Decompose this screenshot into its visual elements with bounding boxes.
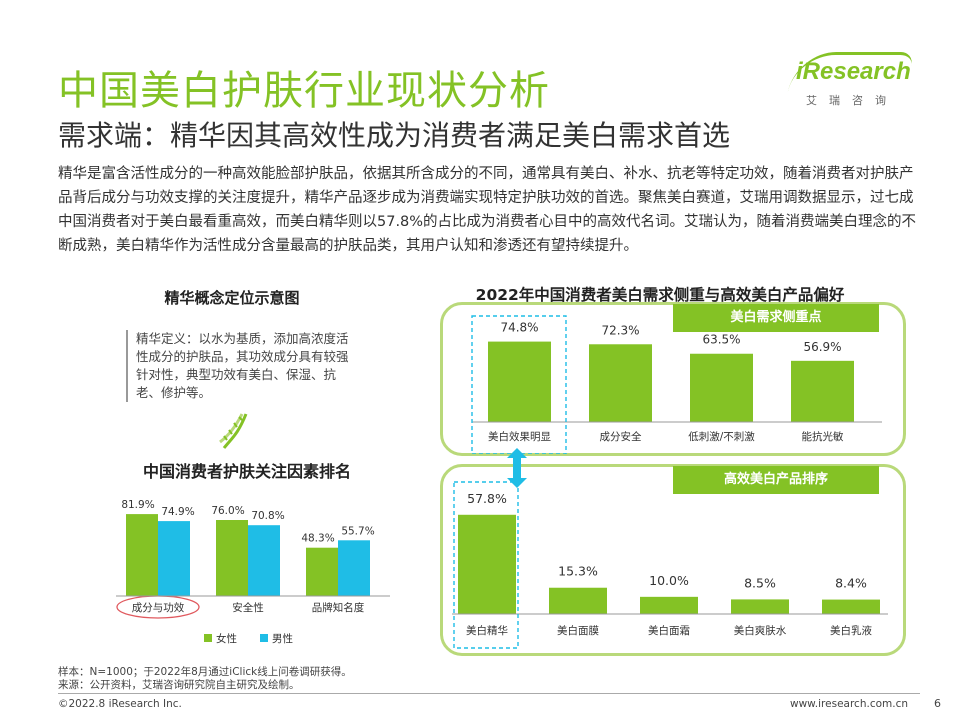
data-label: 15.3% [558, 564, 598, 579]
data-label: 55.7% [341, 525, 374, 537]
product-ranking-panel [440, 464, 906, 656]
data-label: 74.8% [500, 321, 538, 335]
care-factor-chart: 81.9% 74.9% 成分与功效 76.0% 70.8% 安全性 48.3% 55.7% 品牌… [116, 499, 390, 645]
data-label: 81.9% [121, 499, 154, 511]
bar-female [306, 547, 338, 596]
legend-label: 男性 [272, 632, 293, 645]
bar-female [126, 514, 158, 596]
bar [458, 514, 516, 614]
bar [822, 599, 880, 614]
concept-diagram-title: 精华概念定位示意图 [164, 289, 300, 307]
data-label: 8.5% [744, 575, 776, 590]
bar-male [248, 525, 280, 596]
legend-swatch [204, 634, 212, 642]
tick-label: 美白精华 [466, 624, 508, 637]
link-arrow-icon [507, 448, 527, 488]
data-label: 63.5% [702, 333, 740, 347]
data-label: 48.3% [301, 533, 334, 545]
tick-label: 美白面膜 [557, 624, 599, 637]
data-label: 56.9% [803, 340, 841, 354]
logo-chinese-name: 艾瑞咨询 [806, 94, 898, 107]
footer-divider [58, 693, 920, 694]
bar-male [158, 521, 190, 596]
sample-note: 样本：N=1000；于2022年8月通过iClick线上问卷调研获得。 [58, 666, 352, 678]
highlight-box [471, 315, 567, 454]
tick-label: 美白面霜 [648, 624, 690, 637]
tick-label: 品牌知名度 [312, 601, 365, 614]
page-number: 6 [934, 697, 941, 710]
demand-focus-tag: 美白需求侧重点 [673, 304, 879, 332]
bar [589, 344, 652, 422]
ranking-chart-title: 中国消费者护肤关注因素排名 [142, 462, 351, 481]
tick-label: 美白爽肤水 [734, 624, 787, 637]
bar [640, 596, 698, 614]
bar-male [338, 540, 370, 596]
bar [488, 341, 551, 422]
page-subtitle: 需求端：精华因其高效性成为消费者满足美白需求首选 [58, 119, 731, 152]
product-ranking-tag: 高效美白产品排序 [673, 466, 879, 494]
data-label: 70.8% [251, 510, 284, 522]
legend-swatch [260, 634, 268, 642]
data-label: 76.0% [211, 505, 244, 517]
dna-icon [219, 413, 248, 449]
highlight-box [453, 481, 519, 649]
legend-label: 女性 [216, 632, 237, 645]
copyright: ©2022.8 iResearch Inc. [58, 698, 182, 710]
demand-focus-chart: 74.8% 美白效果明显 72.3% 成分安全 63.5% 低刺激/不刺激 56.9% 能抗光… [471, 315, 882, 454]
product-ranking-chart: 57.8% 美白精华 15.3% 美白面膜 10.0% 美白面霜 8.5% 美白爽肤水 8.4%… [452, 481, 888, 649]
source-note: 来源：公开资料，艾瑞咨询研究院自主研究及绘制。 [58, 679, 300, 691]
demand-focus-panel [440, 302, 906, 456]
footnote: 样本：N=1000；于2022年8月通过iClick线上问卷调研获得。 来源：公… [58, 666, 352, 692]
website-url: www.iresearch.com.cn [790, 698, 909, 710]
intro-paragraph: 精华是富含活性成分的一种高效能脸部护肤品，依据其所含成分的不同，通常具有美白、补… [58, 166, 917, 254]
bar-female [216, 520, 248, 596]
tick-label: 美白乳液 [830, 624, 872, 637]
bar [549, 587, 607, 614]
data-label: 57.8% [467, 491, 507, 506]
bar [731, 599, 789, 614]
data-label: 8.4% [835, 576, 867, 591]
bar [791, 360, 854, 422]
logo-wordmark: iResearch [796, 58, 911, 85]
data-label: 72.3% [601, 323, 639, 337]
tick-label: 能抗光敏 [802, 430, 844, 443]
data-label: 74.9% [161, 506, 194, 518]
page-title: 中国美白护肤行业现状分析 [58, 68, 550, 114]
tick-label: 安全性 [232, 601, 264, 614]
essence-definition: 精华定义：以水为基质，添加高浓度活性成分的护肤品，其功效成分具有较强针对性，典型… [126, 330, 356, 402]
tick-label: 低刺激/不刺激 [688, 430, 755, 443]
tick-label: 美白效果明显 [488, 430, 551, 443]
iresearch-logo: iResearch 艾瑞咨询 [787, 50, 915, 110]
bar [690, 353, 753, 422]
data-label: 10.0% [649, 573, 689, 588]
tick-label: 成分安全 [600, 430, 642, 443]
whitening-chart-title: 2022年中国消费者美白需求侧重与高效美白产品偏好 [475, 286, 845, 304]
tick-label: 成分与功效 [132, 601, 185, 614]
